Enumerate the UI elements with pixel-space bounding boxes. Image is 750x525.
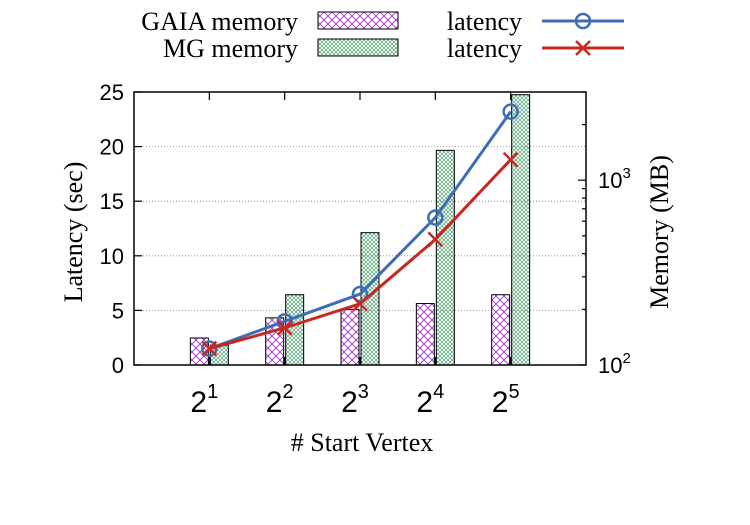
bar-gaia-memory-5 xyxy=(491,294,511,366)
x-tick-label-4: 24 xyxy=(416,381,444,419)
legend-label-latency-mg: latency xyxy=(447,34,522,63)
line-latency-mg xyxy=(208,158,512,351)
bar-mg-memory-5 xyxy=(511,94,531,366)
y2-axis-title: Memory (MB) xyxy=(645,155,674,309)
legend-swatch-gaia-memory xyxy=(317,11,399,30)
x-tick-label-3: 23 xyxy=(341,381,369,419)
legend-label-latency-gaia: latency xyxy=(447,7,522,36)
x-axis-title: # Start Vertex xyxy=(291,428,434,457)
point-latency-mg-3 xyxy=(352,295,368,312)
x-tick-label-5: 25 xyxy=(492,381,520,419)
legend-swatch-mg-memory xyxy=(317,38,399,57)
lines xyxy=(201,103,519,357)
y-tick-label-3: 15 xyxy=(100,189,124,214)
axes: 0 5 10 15 20 25 102 103 21 22 23 24 25 xyxy=(100,80,631,419)
y2-tick-label-0: 102 xyxy=(598,350,631,378)
y-tick-label-1: 5 xyxy=(112,298,124,323)
bars xyxy=(189,94,531,366)
line-latency-gaia xyxy=(208,110,512,351)
y2-tick-label-1: 103 xyxy=(598,165,631,193)
legend-marker-latency-mg xyxy=(575,40,591,56)
x-tick-label-2: 22 xyxy=(266,381,294,419)
grid xyxy=(134,146,586,311)
bar-gaia-memory-4 xyxy=(415,303,435,366)
point-latency-mg-2 xyxy=(276,319,293,336)
point-latency-mg-1 xyxy=(201,340,218,357)
point-latency-gaia-5 xyxy=(502,103,519,120)
point-latency-mg-5 xyxy=(502,151,519,168)
legend-marker-latency-gaia xyxy=(574,12,592,30)
y-tick-label-2: 10 xyxy=(100,244,124,269)
x-tick-label-1: 21 xyxy=(190,381,218,419)
legend: GAIA memory MG memory latency latency xyxy=(141,7,624,63)
y-tick-label-0: 0 xyxy=(112,353,124,378)
legend-label-mg-memory: MG memory xyxy=(163,34,298,63)
bar-gaia-memory-3 xyxy=(340,308,360,366)
legend-label-gaia-memory: GAIA memory xyxy=(141,7,298,36)
y-axis-title: Latency (sec) xyxy=(59,162,88,303)
bar-mg-memory-4 xyxy=(435,149,455,366)
point-latency-gaia-3 xyxy=(351,285,369,303)
point-latency-gaia-1 xyxy=(201,340,218,357)
y-tick-label-5: 25 xyxy=(100,80,124,105)
point-latency-gaia-4 xyxy=(427,209,444,226)
y-tick-label-4: 20 xyxy=(100,135,124,160)
point-latency-mg-4 xyxy=(427,231,444,248)
